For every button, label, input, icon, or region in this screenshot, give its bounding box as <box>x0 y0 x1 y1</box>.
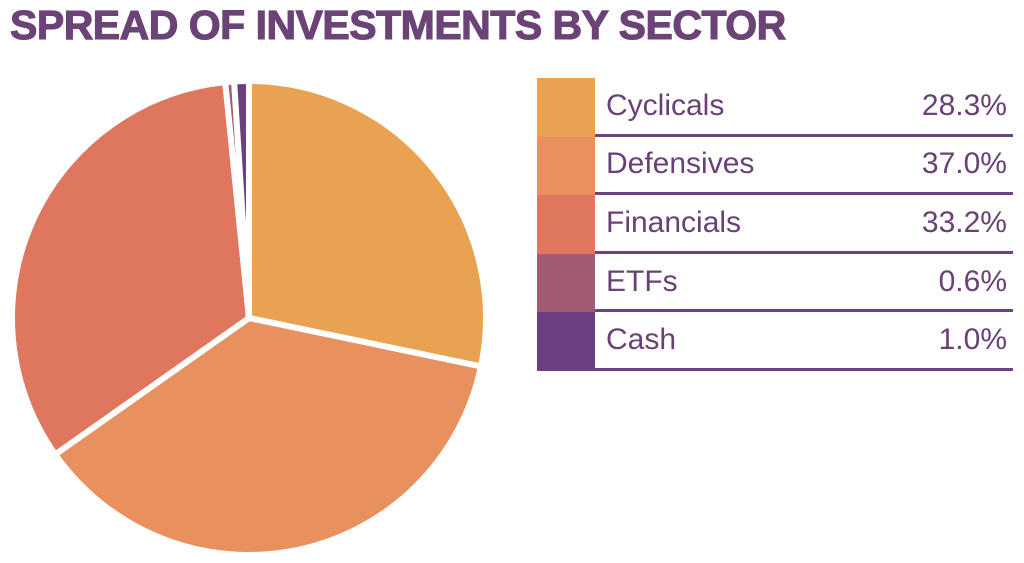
legend-value-defensives: 37.0% <box>921 147 1007 181</box>
legend-row-financials: Financials 33.2% <box>537 195 1013 254</box>
legend: Cyclicals 28.3% Defensives 37.0% Financi… <box>537 78 1013 371</box>
legend-swatch-cash <box>537 312 595 371</box>
legend-value-financials: 33.2% <box>921 205 1007 239</box>
legend-label-financials: Financials <box>606 205 742 239</box>
legend-value-cash: 1.0% <box>938 323 1007 357</box>
legend-label-cyclicals: Cyclicals <box>606 88 725 122</box>
legend-swatch-defensives <box>537 136 595 196</box>
legend-label-cash: Cash <box>606 323 677 357</box>
legend-swatch-etfs <box>537 253 595 313</box>
chart-title: SPREAD OF INVESTMENTS BY SECTOR <box>9 1 786 48</box>
pie-slice-financials <box>9 79 252 458</box>
legend-swatch-cyclicals <box>537 78 595 137</box>
pie-slice-cash <box>231 78 252 321</box>
legend-swatch-financials <box>537 195 595 254</box>
legend-value-etfs: 0.6% <box>938 264 1007 298</box>
legend-value-cyclicals: 28.3% <box>921 88 1007 122</box>
legend-row-defensives: Defensives 37.0% <box>537 136 1013 196</box>
legend-row-cyclicals: Cyclicals 28.3% <box>537 78 1013 137</box>
pie-slice-defensives <box>52 315 485 558</box>
pie-slice-cyclicals <box>246 78 489 370</box>
legend-row-etfs: ETFs 0.6% <box>537 253 1013 313</box>
legend-row-cash: Cash 1.0% <box>537 312 1013 371</box>
legend-label-etfs: ETFs <box>606 264 678 298</box>
legend-label-defensives: Defensives <box>606 147 755 181</box>
